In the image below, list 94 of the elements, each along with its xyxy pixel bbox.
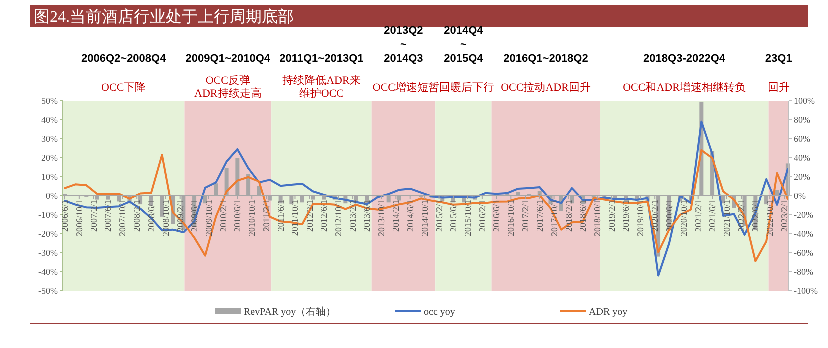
x-tick-label: 2011/2/1 — [262, 200, 272, 232]
legend-label: occ yoy — [424, 307, 456, 318]
x-tick-label: 2008/2/1 — [132, 200, 142, 232]
y-tick-label: 10% — [42, 172, 58, 182]
x-tick-label: 2014/6/1 — [405, 200, 416, 232]
legend-label: RevPAR yoy（右轴） — [244, 306, 336, 318]
x-tick-label: 2019/10/1 — [636, 200, 646, 237]
text: 2006Q2~2008Q4 — [82, 53, 168, 65]
text: 2009Q1~2010Q4 — [186, 53, 272, 65]
text: OCC增速短暂回暖后下行 — [372, 81, 495, 94]
x-tick-label: 2016/6/1 — [492, 200, 502, 232]
text: 23Q1 — [765, 53, 792, 65]
y2-tick-label: 20% — [794, 172, 811, 182]
y2-tick-label: 40% — [794, 153, 811, 163]
y-tick-label: 30% — [42, 134, 58, 144]
x-tick-label: 2009/10/1 — [204, 200, 214, 237]
x-tick-label: 2017/6/1 — [534, 200, 545, 232]
x-tick-label: 2011/6/1 — [276, 200, 286, 232]
x-tick-label: 2022/2/1 — [736, 200, 746, 232]
y2-tick-label: -20% — [794, 210, 814, 220]
text: OCC反弹 ADR持续走高 — [194, 74, 262, 100]
y2-tick-label: -60% — [794, 248, 814, 258]
x-tick-label: 2007/6/1 — [103, 200, 114, 232]
text: 2018Q3-2022Q4 — [644, 53, 726, 65]
y2-tick-label: 60% — [794, 134, 811, 144]
x-tick-label: 2017/2/1 — [520, 200, 531, 232]
y2-tick-label: -80% — [794, 267, 814, 277]
y2-tick-label: -100% — [794, 286, 818, 296]
x-tick-label: 2020/6/1 — [664, 200, 674, 232]
x-tick-label: 2015/2/1 — [434, 200, 444, 232]
y2-tick-label: 0% — [794, 191, 806, 201]
y2-tick-label: -40% — [794, 229, 814, 239]
y2-tick-label: 80% — [794, 115, 811, 125]
x-tick-label: 2021/2/1 — [693, 200, 704, 232]
line-series — [64, 149, 789, 262]
x-tick-label: 2011/10/1 — [290, 200, 300, 236]
x-tick-label: 2013/2/1 — [348, 200, 358, 232]
x-tick-label: 2015/6/1 — [448, 200, 458, 232]
x-tick-label: 2016/10/1 — [506, 200, 516, 237]
x-tick-label: 2006/10/1 — [74, 200, 84, 237]
text: 回升 — [768, 81, 790, 94]
x-tick-label: 2012/10/1 — [333, 200, 344, 237]
y2-tick-label: 100% — [794, 96, 816, 106]
y-tick-label: -30% — [38, 248, 58, 258]
x-tick-label: 2008/6/1 — [146, 200, 156, 232]
x-tick-label: 2018/2/1 — [564, 200, 574, 232]
y-tick-label: 0% — [46, 191, 58, 201]
text: OCC拉动ADR回升 — [501, 81, 591, 94]
y-tick-label: -50% — [38, 286, 58, 296]
x-tick-label: 2008/10/1 — [160, 200, 171, 237]
x-tick-label: 2009/2/1 — [175, 200, 186, 232]
y-tick-label: -20% — [38, 229, 58, 239]
x-tick-label: 2015/10/1 — [462, 200, 473, 237]
line-series — [64, 120, 789, 277]
x-tick-label: 2018/10/1 — [592, 200, 602, 237]
text: 2014Q4 ~ 2015Q4 — [444, 25, 484, 65]
x-tick-label: 2009/6/1 — [190, 200, 200, 232]
x-tick-label: 2013/10/1 — [376, 200, 387, 237]
x-tick-label: 2007/2/1 — [88, 200, 99, 232]
y-tick-label: 50% — [42, 96, 58, 106]
y-tick-label: 20% — [42, 153, 58, 163]
legend-label: ADR yoy — [589, 307, 628, 318]
text: 2016Q1~2018Q2 — [504, 53, 588, 65]
x-tick-label: 2014/10/1 — [420, 200, 430, 237]
x-tick-label: 2007/10/1 — [118, 200, 128, 237]
x-tick-label: 2010/2/1 — [218, 200, 228, 232]
x-tick-label: 2016/2/1 — [477, 200, 488, 232]
text: OCC下降 — [102, 82, 146, 94]
x-tick-label: 2021/10/1 — [722, 200, 732, 237]
x-tick-label: 2019/2/1 — [606, 200, 617, 232]
x-tick-label: 2012/2/1 — [304, 200, 315, 232]
x-tick-label: 2017/10/1 — [549, 200, 560, 237]
chart-title: 图24.当前酒店行业处于上行周期底部 — [34, 8, 294, 26]
x-tick-label: 2022/10/1 — [765, 200, 776, 237]
x-tick-label: 2010/6/1 — [232, 200, 243, 232]
x-tick-label: 2012/6/1 — [319, 200, 330, 232]
x-tick-label: 2018/6/1 — [578, 200, 588, 232]
x-tick-label: 2006/6/1 — [60, 200, 70, 232]
text: 2011Q1~2013Q1 — [280, 53, 364, 65]
x-tick-label: 2010/10/1 — [247, 200, 258, 237]
x-tick-label: 2022/6/1 — [750, 200, 761, 232]
text: OCC和ADR增速相继转负 — [623, 81, 746, 94]
x-tick-label: 2020/10/1 — [678, 200, 689, 237]
x-tick-label: 2020/2/1 — [650, 200, 660, 232]
x-tick-label: 2013/6/1 — [362, 200, 372, 232]
x-tick-label: 2019/6/1 — [621, 200, 632, 232]
x-tick-label: 2014/2/1 — [391, 200, 402, 232]
y-tick-label: -10% — [38, 210, 58, 220]
x-tick-label: 2021/6/1 — [708, 200, 718, 232]
y-tick-label: -40% — [38, 267, 58, 277]
x-tick-label: 2023/2/1 — [780, 200, 790, 232]
text: 持续降低ADR来维护OCC — [282, 74, 361, 100]
text: 2013Q2 ~ 2014Q3 — [384, 25, 424, 65]
y-tick-label: 40% — [42, 115, 58, 125]
